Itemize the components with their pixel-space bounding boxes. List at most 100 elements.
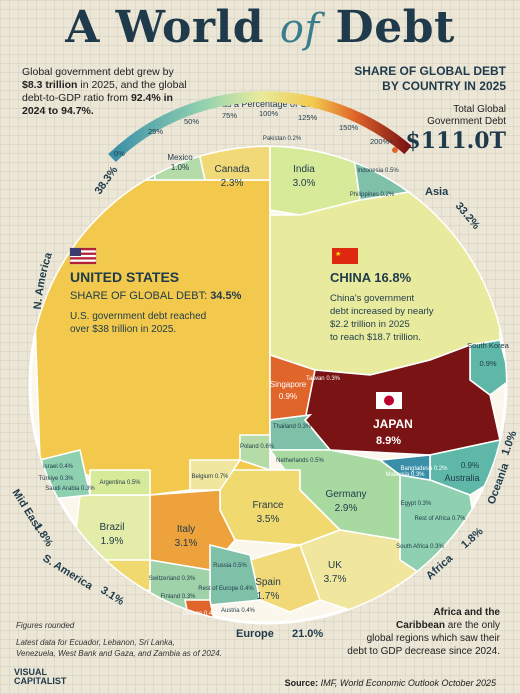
page-title: A World of Debt (0, 2, 520, 53)
small-label: Argentina 0.5% (99, 480, 141, 486)
country-label: India (293, 164, 315, 175)
us-note: U.S. government debt reached (70, 311, 206, 322)
country-label: France (252, 500, 284, 511)
country-label: Germany (325, 489, 366, 500)
footnote: Figures rounded Latest data for Ecuador,… (16, 620, 266, 659)
small-label: Rest of Africa 0.7% (414, 516, 466, 522)
country-label: Mexico (167, 153, 193, 162)
africa-bold: Africa and the (433, 607, 500, 618)
country-value: 0.9% (461, 461, 479, 470)
small-label: Rest of Europe 0.4% (198, 586, 254, 592)
cell-poland (239, 434, 271, 472)
scale-tick: 200%+ (370, 137, 394, 146)
country-label: Brazil (99, 522, 124, 533)
small-label: Russia 0.5% (213, 563, 247, 569)
small-label: Netherlands 0.5% (276, 458, 324, 464)
china-note: China's government (330, 293, 415, 304)
small-label: Israel 0.4% (43, 464, 74, 470)
region-na-share: 38.3% (93, 164, 121, 197)
small-label: Indonesia 0.5% (357, 168, 399, 174)
intro-part: in 2025, and the global debt-to-GDP rati… (22, 79, 187, 104)
source-text: IMF, World Economic Outlook October 2025 (318, 678, 496, 688)
intro-text: Global government debt grew by $8.3 tril… (22, 66, 194, 118)
chart-subtitle: SHARE OF GLOBAL DEBT BY COUNTRY IN 2025 (354, 64, 506, 94)
africa-bold: Caribbean (396, 620, 445, 631)
country-label: Canada (214, 164, 249, 175)
scale-tick: 150% (339, 123, 359, 132)
cell-sa-small (88, 559, 151, 596)
region-me-share: 1.8% (31, 521, 55, 549)
china-note: $2.2 trillion in 2025 (330, 319, 410, 330)
source-line: Source: IMF, World Economic Outlook Octo… (285, 678, 496, 688)
visual-capitalist-logo: VISUAL CAPITALIST (14, 668, 66, 686)
small-label: Greece 0.4% (182, 611, 218, 617)
source-label: Source: (284, 678, 319, 688)
country-value: 1.7% (257, 591, 280, 602)
cell-argentina (89, 469, 151, 496)
region-sa-label: S. America (40, 552, 95, 593)
region-africa-share: 1.8% (459, 525, 486, 551)
country-value: 0.9% (479, 359, 496, 368)
scale-tick: 0% (114, 149, 125, 158)
cell-united-states (30, 179, 271, 496)
small-label: Finland 0.3% (160, 594, 196, 600)
subtitle-line: SHARE OF GLOBAL DEBT (354, 64, 506, 78)
country-label: Italy (177, 524, 195, 535)
cell-belgium (189, 459, 242, 491)
china-flag-icon: ★ (332, 248, 358, 264)
africa-text: global regions which saw their (366, 633, 500, 644)
total-label: Total Global Government Debt (427, 104, 506, 128)
footnote-line: Figures rounded (16, 621, 75, 630)
scale-tick: 125% (298, 113, 318, 122)
small-label: Pakistan 0.2% (263, 136, 302, 142)
title-part-left: A World (65, 2, 264, 53)
region-asia-label: Asia (425, 186, 449, 198)
footnote-line: Latest data for Ecuador, Lebanon, Sri La… (16, 638, 175, 647)
region-europe-share: 21.0% (292, 628, 323, 640)
small-label: South Africa 0.3% (396, 544, 444, 550)
country-label: Australia (444, 473, 479, 483)
small-label: Türkiye 0.3% (38, 476, 74, 482)
intro-bold: 92.4% in 2024 to 94.7%. (22, 92, 173, 117)
title-part-of: of (279, 6, 320, 52)
footnote-line: Venezuela, West Bank and Gaza, and Zambi… (16, 649, 222, 658)
small-label: Malaysia 0.3% (385, 472, 425, 478)
country-value: 1.0% (171, 163, 189, 172)
total-label-line: Total Global (453, 104, 506, 115)
scale-tick: 50% (184, 117, 199, 126)
small-label: Egypt 0.3% (401, 501, 432, 507)
small-label: Belgium 0.7% (191, 474, 229, 480)
small-label: Philippines 0.2% (350, 192, 395, 198)
cell-rest-na (39, 147, 156, 181)
country-value: 3.7% (324, 574, 347, 585)
africa-text: debt to GDP decrease since 2024. (347, 646, 500, 657)
us-share-text: SHARE OF GLOBAL DEBT: 34.5% (70, 290, 242, 302)
scale-marker (392, 147, 398, 153)
scale-tick: 100% (259, 109, 279, 118)
country-value: 3.5% (257, 514, 280, 525)
small-label: Taiwan 0.3% (306, 376, 341, 382)
africa-note: Africa and the Caribbean are the only gl… (310, 606, 500, 658)
scale-tick: 25% (148, 127, 163, 136)
small-label: Thailand 0.3% (273, 424, 312, 430)
country-label: UK (328, 560, 342, 571)
scale-arc (108, 91, 412, 162)
china-note: debt increased by nearly (330, 306, 434, 317)
small-label: Saudi Arabia 0.3% (45, 486, 95, 492)
cell-india (269, 147, 361, 216)
intro-part: Global government debt grew by (22, 66, 174, 78)
country-value: 1.9% (101, 536, 124, 547)
africa-text: are the only (444, 620, 500, 631)
svg-text:★: ★ (335, 250, 341, 258)
region-europe-label: Europe (236, 628, 274, 640)
country-value: 3.0% (293, 178, 316, 189)
small-label: Bangladesh 0.2% (400, 466, 448, 472)
country-value: 2.3% (221, 178, 244, 189)
small-label: Switzerland 0.3% (149, 576, 196, 582)
logo-text: CAPITALIST (14, 676, 67, 686)
total-label-line: Government Debt (427, 116, 506, 127)
country-label: Singapore (270, 380, 307, 389)
intro-bold: $8.3 trillion (22, 79, 78, 91)
